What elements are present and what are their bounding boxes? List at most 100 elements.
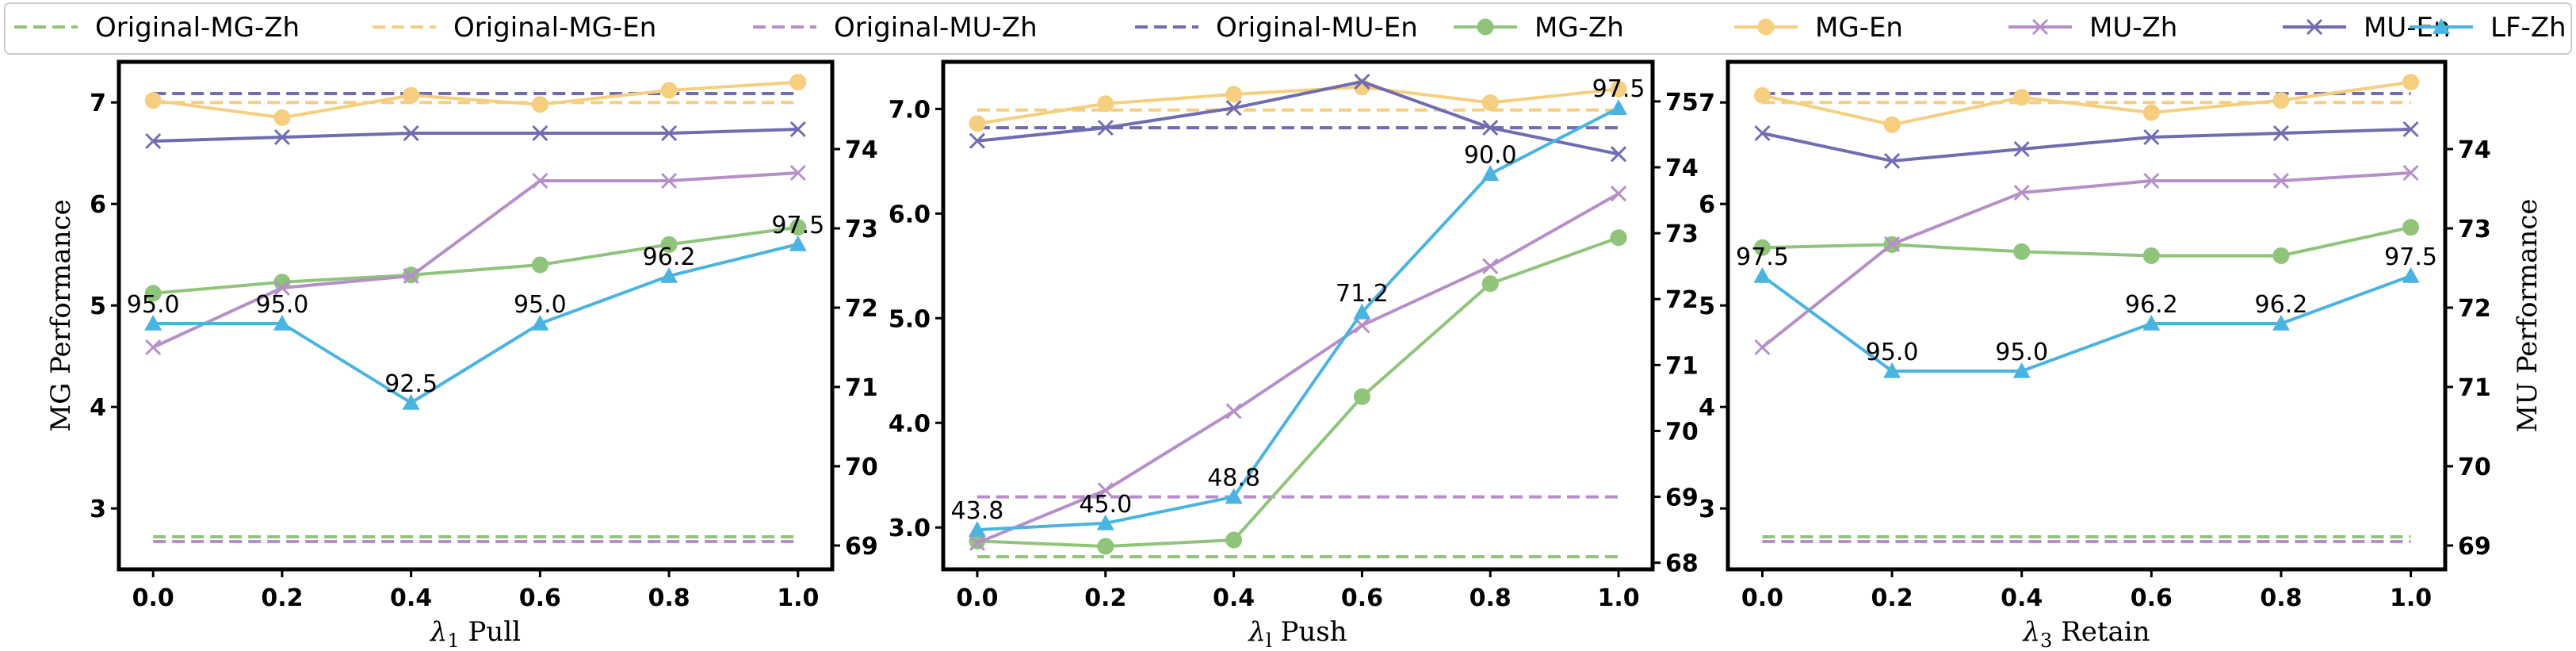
point-mu_en-2 <box>403 124 419 142</box>
series-mu_en <box>969 73 1627 163</box>
right-tick-label-1: 69 <box>1665 484 1699 512</box>
point-lf_zh-0 <box>144 315 162 331</box>
right-tick-label-0: 69 <box>2458 533 2491 561</box>
point-mg_zh-5 <box>789 219 807 236</box>
legend-label-orig_mg_en: Original-MG-En <box>453 12 656 44</box>
point-mu_en-2 <box>1225 100 1242 117</box>
series-line-mg_zh <box>153 225 799 295</box>
legend-frame <box>4 2 2572 55</box>
legend-label-mg_en: MG-En <box>1815 12 1903 44</box>
right-tick-label-5: 73 <box>1665 220 1699 248</box>
point-mg_en-5 <box>789 74 807 91</box>
left-tick-label-2: 5.0 <box>889 305 931 333</box>
point-mg_zh-3 <box>2142 247 2160 264</box>
left-tick-label-1: 4 <box>90 394 106 422</box>
legend-marker-lf_zh <box>2433 18 2450 34</box>
point-mg_en-4 <box>660 82 678 99</box>
legend-item-orig_mg_en: Original-MG-En <box>373 12 656 44</box>
series-line-mg_zh <box>977 236 1619 548</box>
left-tick-label-1: 4 <box>1699 394 1715 422</box>
point-mu_zh-1 <box>1097 482 1114 499</box>
point-mg_en-4 <box>1481 94 1499 111</box>
point-mu_zh-2 <box>2013 184 2030 201</box>
x-tick-label-1: 0.2 <box>261 584 303 612</box>
series-line-mu_en <box>1762 128 2411 163</box>
point-lf_zh-3 <box>531 315 549 331</box>
axes-frame <box>117 59 835 572</box>
right-tick-label-3: 72 <box>845 295 878 323</box>
point-mu_zh-0 <box>1754 339 1771 356</box>
point-mu_zh-0 <box>969 534 986 551</box>
data-label-lf-2: 92.5 <box>384 370 438 398</box>
left-tick-label-4: 7 <box>1699 90 1715 117</box>
y-axis-title-left: MG Performance <box>45 199 77 431</box>
point-mu_zh-1 <box>273 279 290 297</box>
data-label-lf-0: 95.0 <box>127 291 180 319</box>
legend-label-lf_zh: LF-Zh <box>2490 12 2566 44</box>
point-mg_en-1 <box>1883 116 1901 133</box>
point-lf_zh-3 <box>2142 315 2161 331</box>
series-line-mu_zh <box>1761 171 2411 349</box>
point-mu_zh-1 <box>1883 236 1901 253</box>
legend-item-mu_en: MU-En <box>2283 12 2451 44</box>
series-mg_en <box>144 74 807 126</box>
right-tick-label-6: 74 <box>1665 155 1699 182</box>
series-mu_zh <box>969 186 1627 551</box>
point-lf_zh-1 <box>273 315 291 331</box>
point-mu_en-1 <box>273 128 290 146</box>
series-mu_en <box>145 121 806 150</box>
x-tick-label-3: 0.6 <box>2131 584 2173 612</box>
legend-item-mg_zh: MG-Zh <box>1454 12 1624 44</box>
point-lf_zh-0 <box>1753 267 1771 283</box>
point-mg_zh-5 <box>1610 229 1627 247</box>
point-mu_en-2 <box>2013 140 2030 158</box>
data-label-lf-1: 95.0 <box>256 291 309 319</box>
series-lf_zh <box>1753 267 2420 378</box>
left-tick-label-0: 3.0 <box>889 515 931 542</box>
point-mu_zh-5 <box>2402 164 2419 182</box>
left-tick-label-0: 3 <box>1699 496 1715 523</box>
point-mu_en-3 <box>2143 128 2160 146</box>
point-lf_zh-5 <box>789 236 807 251</box>
point-mu_en-4 <box>2272 124 2290 142</box>
series-line-mg_en <box>977 85 1619 125</box>
right-tick-label-0: 68 <box>1665 550 1699 578</box>
series-line-mu_en <box>977 79 1619 156</box>
point-mu_en-3 <box>532 124 548 142</box>
x-axis-symbol: λ <box>429 616 448 648</box>
point-mu_zh-5 <box>789 164 806 182</box>
point-mu_zh-4 <box>2272 172 2290 190</box>
right-tick-label-2: 71 <box>845 374 878 402</box>
panel-1: 95.0 95.0 92.5 95.0 96.2 97.5 0.0 0.2 0.4 0.6 0.8 1… <box>45 59 878 651</box>
data-label-lf-0: 43.8 <box>951 497 1004 525</box>
point-mu_zh-3 <box>532 172 548 190</box>
x-tick-label-3: 0.6 <box>1341 584 1383 612</box>
data-label-lf-3: 95.0 <box>514 291 567 319</box>
right-tick-label-5: 74 <box>2458 136 2491 164</box>
data-label-lf-5: 97.5 <box>771 212 824 239</box>
point-mg_zh-2 <box>2013 243 2031 260</box>
legend-marker-mg_zh <box>1477 18 1494 36</box>
data-label-lf-1: 95.0 <box>1866 339 1919 366</box>
left-tick-label-3: 6 <box>90 191 106 219</box>
data-label-lf-4: 96.2 <box>2255 291 2308 319</box>
right-tick-label-3: 71 <box>1665 352 1699 380</box>
point-mg_en-0 <box>144 92 162 109</box>
x-tick-label-1: 0.2 <box>1084 584 1126 612</box>
point-mu_zh-5 <box>1610 186 1627 202</box>
right-tick-label-2: 71 <box>2458 374 2491 402</box>
x-axis-subscript: 1 <box>447 630 459 651</box>
point-mg_en-3 <box>531 96 548 113</box>
x-tick-label-3: 0.6 <box>519 584 561 612</box>
point-mu_en-4 <box>661 124 678 142</box>
left-tick-label-2: 5 <box>1699 293 1715 320</box>
point-mu_zh-0 <box>145 339 162 356</box>
data-label-lf-4: 96.2 <box>643 243 696 271</box>
lf-data-labels: 97.5 95.0 95.0 96.2 96.2 97.5 <box>1736 243 2437 366</box>
legend-label-mg_zh: MG-Zh <box>1535 12 1624 44</box>
x-tick-label-0: 0.0 <box>1741 584 1783 612</box>
series-line-mg_zh <box>1762 225 2411 258</box>
x-axis-subscript: l <box>1266 630 1272 651</box>
point-mu_en-4 <box>1482 120 1499 136</box>
x-axis-text: Push <box>1272 616 1347 648</box>
